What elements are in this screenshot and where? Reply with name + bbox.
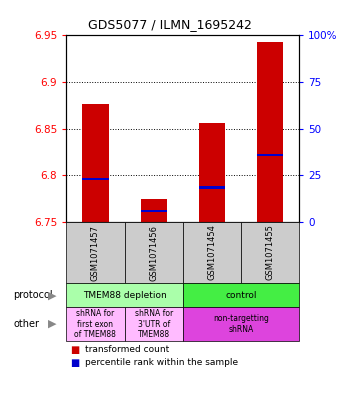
Bar (140, 210, 167, 212)
Text: ▶: ▶ (49, 290, 57, 300)
Bar (140, 199, 167, 222)
Bar (257, 42, 283, 222)
Bar (82, 178, 108, 180)
Text: GSM1071456: GSM1071456 (149, 224, 158, 281)
Text: ▶: ▶ (49, 319, 57, 329)
Text: percentile rank within the sample: percentile rank within the sample (85, 358, 238, 367)
Bar (257, 154, 283, 156)
Text: shRNA for
3'UTR of
TMEM88: shRNA for 3'UTR of TMEM88 (135, 309, 173, 339)
Text: transformed count: transformed count (85, 345, 169, 354)
Bar (199, 123, 225, 222)
Text: protocol: protocol (14, 290, 53, 300)
Text: non-targetting
shRNA: non-targetting shRNA (213, 314, 269, 334)
Text: other: other (14, 319, 39, 329)
Bar (199, 186, 225, 189)
Text: ■: ■ (70, 345, 79, 354)
Text: shRNA for
first exon
of TMEM88: shRNA for first exon of TMEM88 (74, 309, 116, 339)
Text: GSM1071454: GSM1071454 (207, 224, 216, 281)
Text: GSM1071457: GSM1071457 (91, 224, 100, 281)
Text: TMEM88 depletion: TMEM88 depletion (83, 291, 166, 299)
Text: control: control (225, 291, 257, 299)
Text: GSM1071455: GSM1071455 (266, 224, 275, 281)
Text: ■: ■ (70, 358, 79, 368)
Text: GDS5077 / ILMN_1695242: GDS5077 / ILMN_1695242 (88, 18, 252, 31)
Bar (82, 103, 108, 222)
